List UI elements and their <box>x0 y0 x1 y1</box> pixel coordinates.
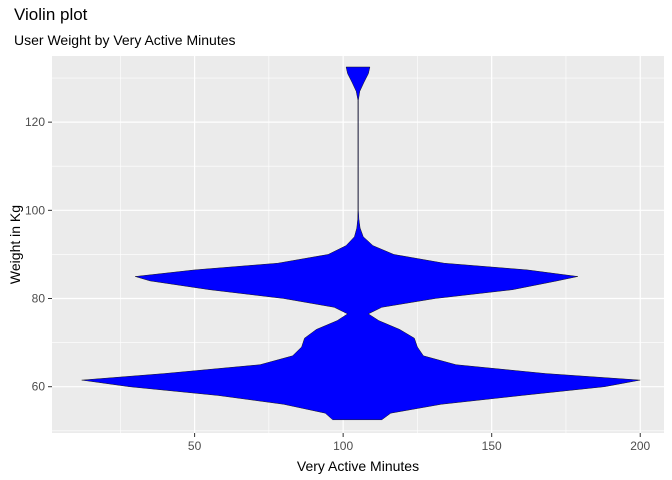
x-tick-label: 150 <box>482 439 502 453</box>
x-tick-label: 100 <box>333 439 353 453</box>
x-tick-label: 200 <box>630 439 650 453</box>
chart-title: Violin plot <box>14 5 88 24</box>
y-tick-label: 120 <box>25 115 45 129</box>
x-tick-label: 50 <box>188 439 202 453</box>
y-tick-label: 100 <box>25 203 45 217</box>
y-tick-label: 80 <box>32 292 46 306</box>
y-axis-ticks: 60 80 100 120 <box>25 115 52 394</box>
y-axis-title: Weight in Kg <box>7 205 23 284</box>
x-axis-title: Very Active Minutes <box>297 458 419 474</box>
y-tick-label: 60 <box>32 380 46 394</box>
violin-shape <box>81 66 641 421</box>
x-axis-ticks: 50 100 150 200 <box>188 433 651 453</box>
chart-subtitle: User Weight by Very Active Minutes <box>14 32 236 48</box>
